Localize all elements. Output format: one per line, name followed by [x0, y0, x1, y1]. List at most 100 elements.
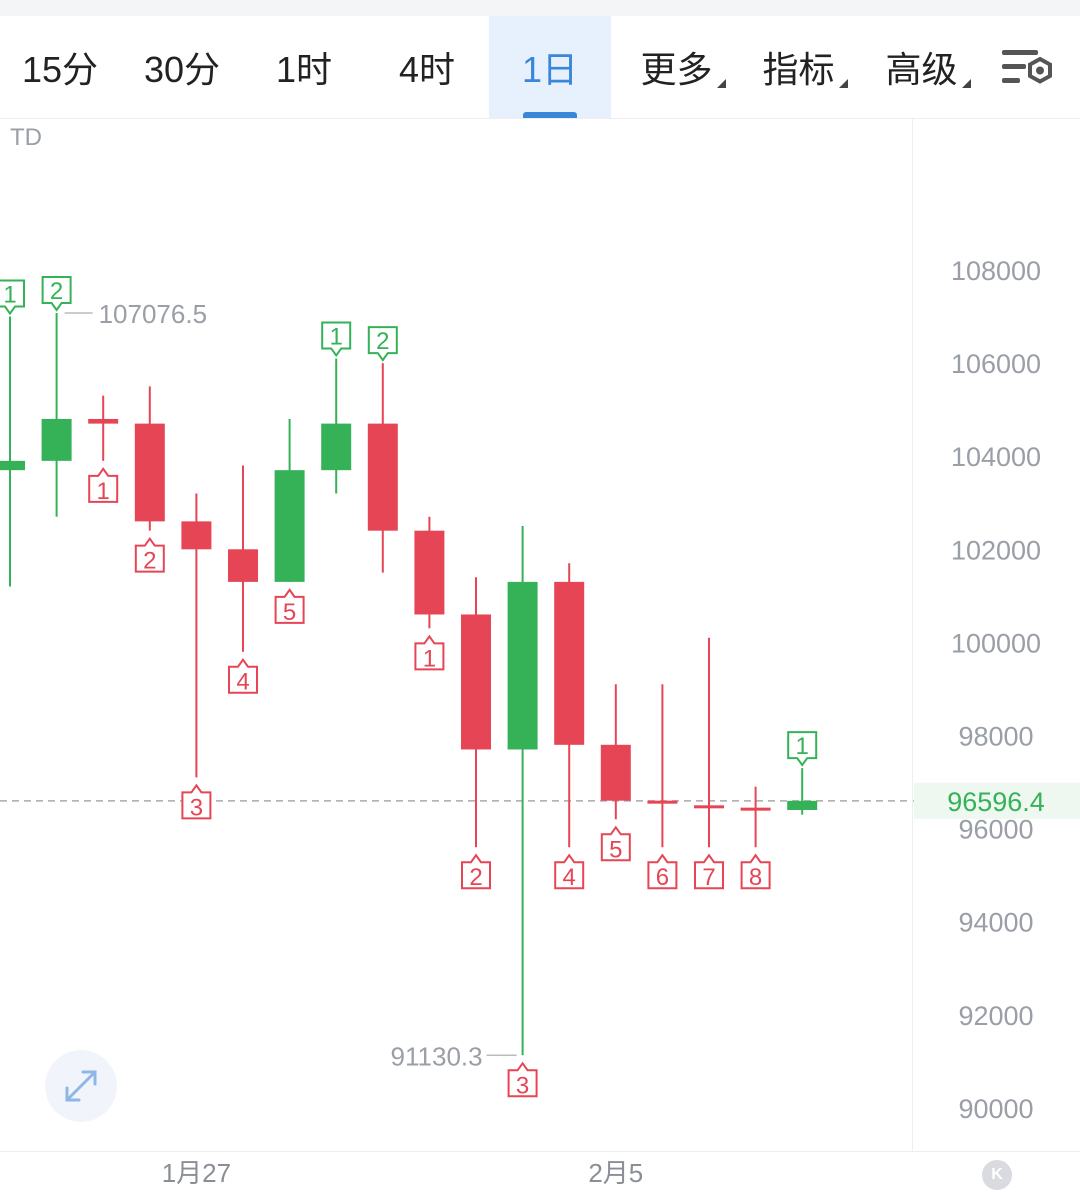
td-marker-number: 2 — [376, 328, 389, 355]
dropdown-caret-icon — [716, 79, 726, 88]
td-marker: 2 — [461, 853, 491, 891]
td-marker-number: 5 — [283, 599, 296, 626]
expand-button[interactable] — [45, 1050, 117, 1122]
td-marker: 3 — [507, 1061, 538, 1099]
td-marker-number: 1 — [97, 478, 110, 505]
td-marker-box — [647, 853, 678, 890]
td-marker-number: 2 — [143, 548, 156, 575]
candle-body — [694, 805, 724, 809]
tab-indicators[interactable]: 指标 — [748, 16, 862, 118]
candle-body — [274, 470, 305, 582]
candle-body — [647, 800, 678, 804]
td-marker-box — [181, 783, 212, 820]
tab-label: 15分 — [21, 49, 99, 90]
td-marker-box — [228, 657, 258, 694]
td-marker-box — [88, 467, 119, 503]
candle-body — [41, 418, 72, 461]
td-marker-box — [134, 536, 165, 573]
y-tick-label: 100000 — [951, 628, 1041, 658]
tab-label: 30分 — [143, 49, 221, 90]
y-tick-label: 102000 — [951, 535, 1041, 565]
td-marker-number: 1 — [330, 323, 343, 350]
candle-body — [134, 423, 165, 522]
candle-body — [787, 800, 818, 810]
td-marker-box — [461, 853, 491, 890]
td-marker: 1 — [414, 634, 445, 672]
td-marker: 8 — [740, 853, 771, 891]
current-price-tag — [914, 782, 1080, 819]
td-marker: 5 — [274, 588, 305, 626]
axis-divider-bottom — [0, 1151, 1080, 1152]
candle-body — [367, 423, 398, 531]
tab-30m[interactable]: 30分 — [122, 16, 242, 118]
dropdown-caret-icon — [961, 79, 971, 88]
td-marker-number: 3 — [516, 1072, 529, 1099]
chart-settings-icon[interactable] — [1000, 46, 1058, 92]
current-price-label: 96596.4 — [947, 787, 1045, 817]
candle-body — [461, 614, 491, 750]
tab-more[interactable]: 更多 — [626, 16, 740, 118]
td-marker: 1 — [787, 731, 818, 767]
td-marker: 4 — [228, 657, 258, 696]
y-tick-label: 94000 — [958, 908, 1033, 938]
date-axis: 1月27 2月5 — [162, 1158, 644, 1188]
td-marker-box — [787, 731, 818, 767]
td-marker-number: 8 — [749, 864, 762, 891]
axis-divider — [912, 118, 913, 1152]
indicator-label: TD — [10, 124, 42, 151]
candlestick-chart[interactable]: 1 2 1 2 3 4 5 1 2 1 2 3 4 5 6 7 8 1 107076.5 91130.3 — [0, 118, 912, 1152]
candle-body — [181, 521, 212, 550]
td-marker: 1 — [88, 467, 119, 505]
y-tick-label: 108000 — [951, 256, 1041, 286]
dropdown-caret-icon — [838, 79, 848, 88]
y-tick-label: 96000 — [958, 815, 1033, 845]
high-price-label: 107076.5 — [99, 299, 207, 329]
x-tick-label: 1月27 — [162, 1158, 231, 1188]
td-marker: 6 — [647, 853, 678, 891]
x-tick-label: 2月5 — [588, 1158, 643, 1188]
td-marker: 5 — [600, 825, 631, 863]
tab-1h[interactable]: 1时 — [244, 16, 364, 118]
td-marker-box — [600, 825, 631, 862]
status-strip — [0, 0, 1080, 16]
tab-advanced[interactable]: 高级 — [871, 16, 985, 118]
td-marker: 2 — [367, 326, 398, 362]
td-marker-box — [554, 853, 585, 890]
td-marker-box — [414, 634, 445, 671]
td-marker-number: 2 — [469, 864, 482, 891]
tab-label: 1日 — [521, 49, 579, 90]
timeframe-tabbar: 15分 30分 1时 4时 1日 更多 指标 高级 — [0, 16, 1080, 119]
tab-label: 4时 — [398, 49, 456, 90]
td-marker-box — [367, 326, 398, 362]
tab-4h[interactable]: 4时 — [366, 16, 488, 118]
candle-body — [507, 581, 538, 750]
td-marker-number: 3 — [190, 794, 203, 821]
tab-15m[interactable]: 15分 — [0, 16, 120, 118]
tab-label: 更多 — [640, 49, 713, 90]
candle-body — [600, 744, 631, 801]
td-marker-number: 2 — [50, 278, 63, 305]
td-marker-number: 4 — [236, 669, 249, 696]
candle-body — [554, 581, 585, 745]
td-marker: 1 — [321, 321, 352, 358]
td-marker: 3 — [181, 783, 212, 821]
td-marker-number: 1 — [423, 645, 436, 672]
candle-body — [321, 423, 352, 471]
td-marker: 4 — [554, 853, 585, 891]
candle-body — [0, 460, 25, 471]
y-tick-label: 90000 — [958, 1094, 1033, 1124]
price-axis: 108000 106000 104000 102000 100000 98000 96000… — [912, 256, 1080, 1124]
td-marker-number: 6 — [656, 864, 669, 891]
tab-label: 高级 — [885, 49, 958, 90]
td-marker-box — [507, 1061, 538, 1098]
k-badge[interactable]: K — [982, 1160, 1012, 1190]
td-marker-number: 1 — [796, 733, 809, 760]
y-tick-label: 104000 — [951, 442, 1041, 472]
td-marker-box — [0, 279, 25, 316]
td-marker: 2 — [134, 536, 165, 575]
td-marker-number: 4 — [563, 864, 576, 891]
low-price-label: 91130.3 — [391, 1041, 483, 1071]
y-tick-label: 106000 — [951, 349, 1041, 379]
td-marker-box — [321, 321, 352, 358]
tab-1d[interactable]: 1日 — [489, 16, 611, 118]
